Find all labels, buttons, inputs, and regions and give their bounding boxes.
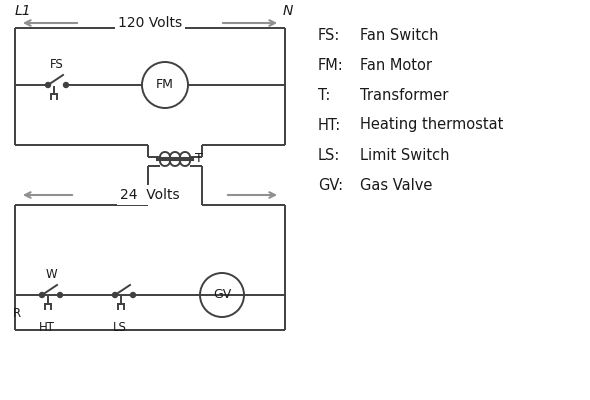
Text: W: W	[45, 268, 57, 281]
Text: FS: FS	[50, 58, 64, 71]
Text: Fan Motor: Fan Motor	[360, 58, 432, 72]
Circle shape	[40, 292, 44, 298]
Text: GV: GV	[213, 288, 231, 302]
Circle shape	[57, 292, 63, 298]
Text: GV:: GV:	[318, 178, 343, 192]
Text: FS:: FS:	[318, 28, 340, 42]
Text: Gas Valve: Gas Valve	[360, 178, 432, 192]
Text: Fan Switch: Fan Switch	[360, 28, 438, 42]
Text: Heating thermostat: Heating thermostat	[360, 118, 503, 132]
Text: 120 Volts: 120 Volts	[118, 16, 182, 30]
Text: L1: L1	[15, 4, 32, 18]
Circle shape	[113, 292, 117, 298]
Text: Limit Switch: Limit Switch	[360, 148, 450, 162]
Text: LS:: LS:	[318, 148, 340, 162]
Text: FM: FM	[156, 78, 174, 92]
Circle shape	[130, 292, 136, 298]
Text: 24  Volts: 24 Volts	[120, 188, 180, 202]
Circle shape	[45, 82, 51, 88]
Text: LS: LS	[113, 321, 127, 334]
Text: Transformer: Transformer	[360, 88, 448, 102]
Text: FM:: FM:	[318, 58, 344, 72]
Text: T:: T:	[318, 88, 330, 102]
Text: HT: HT	[39, 321, 55, 334]
Text: HT:: HT:	[318, 118, 341, 132]
Text: T: T	[195, 152, 203, 166]
Circle shape	[64, 82, 68, 88]
Text: R: R	[13, 307, 21, 320]
Text: N: N	[283, 4, 293, 18]
